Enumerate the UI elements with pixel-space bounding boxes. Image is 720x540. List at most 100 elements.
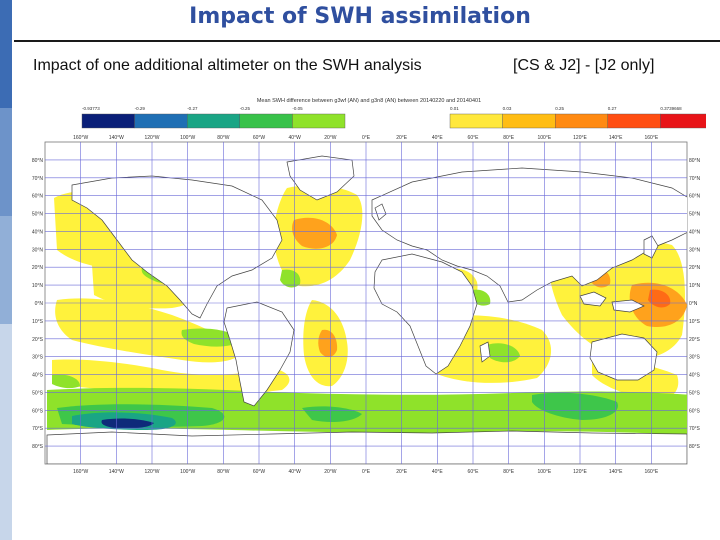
latitude-label-left: 30°S xyxy=(32,355,44,361)
colorbar xyxy=(81,113,714,129)
latitude-label-right: 40°N xyxy=(689,229,701,235)
longitude-label-bottom: 80°E xyxy=(503,469,515,475)
longitude-label-top: 100°E xyxy=(537,135,551,141)
longitude-label-top: 80°E xyxy=(503,135,515,141)
colorbar-label: -0.93773 xyxy=(82,106,100,111)
field-east-pacific-green xyxy=(52,374,80,389)
longitude-label-top: 40°W xyxy=(289,135,302,141)
field-south-atlantic-orange xyxy=(318,329,338,358)
longitude-label-top: 120°W xyxy=(144,135,159,141)
longitude-label-bottom: 100°E xyxy=(537,469,551,475)
longitude-label-top: 60°E xyxy=(468,135,480,141)
latitude-label-left: 10°S xyxy=(32,319,44,325)
latitude-labels-right: 80°N 70°N 60°N 50°N 40°N 30°N 20°N 10°N 0°N 10°S 2… xyxy=(689,158,701,450)
longitude-label-top: 140°E xyxy=(609,135,623,141)
land-uk xyxy=(374,203,387,221)
longitude-label-bottom: 100°W xyxy=(180,469,195,475)
latitude-label-right: 0°N xyxy=(689,301,698,307)
latitude-label-right: 80°S xyxy=(689,444,701,450)
colorbar-negative-swatch xyxy=(186,113,240,129)
latitude-label-left: 50°N xyxy=(32,212,43,218)
longitude-label-top: 160°W xyxy=(73,135,88,141)
longitude-label-top: 60°W xyxy=(253,135,266,141)
colorbar-positive-swatch xyxy=(660,113,714,129)
colorbar-positive-swatch xyxy=(607,113,661,129)
land-africa xyxy=(373,253,478,375)
field-indian-ocean-green xyxy=(487,343,520,363)
longitude-label-bottom: 40°E xyxy=(432,469,444,475)
field-south-pacific-yellow xyxy=(52,359,290,395)
longitude-label-bottom: 140°E xyxy=(609,469,623,475)
latitude-label-right: 70°N xyxy=(689,176,701,182)
latitude-labels-left: 80°N 70°N 60°N 50°N 40°N 30°N 20°N 10°N 0°N 10°S 2… xyxy=(32,158,44,450)
longitude-label-bottom: 20°E xyxy=(396,469,408,475)
longitude-label-bottom: 40°W xyxy=(289,469,302,475)
longitude-labels-top: 160°W 140°W 120°W 100°W 80°W 60°W 40°W 20°W 0°E 2… xyxy=(73,135,659,141)
latitude-label-left: 0°N xyxy=(35,301,44,307)
latitude-label-left: 60°N xyxy=(32,194,43,200)
land-australia xyxy=(589,333,658,381)
latitude-label-left: 80°N xyxy=(32,158,43,164)
latitude-label-right: 50°N xyxy=(689,212,701,218)
colorbar-label: 0.03 xyxy=(503,106,512,111)
latitude-label-right: 80°N xyxy=(689,158,701,164)
land-japan xyxy=(643,235,659,259)
latitude-label-left: 10°N xyxy=(32,283,43,289)
colorbar-positive-swatch xyxy=(555,113,609,129)
field-north-atlantic-orange xyxy=(292,217,337,249)
latitude-label-left: 20°S xyxy=(32,337,44,343)
side-bar-dark-segment xyxy=(0,0,12,108)
latitude-label-right: 30°N xyxy=(689,247,701,253)
longitude-labels-bottom: 160°W 140°W 120°W 100°W 80°W 60°W 40°W 20°W 0°E 2… xyxy=(73,469,659,475)
map-figure: Mean SWH difference between g3wf (AN) an… xyxy=(32,98,714,475)
field-equatorial-pacific-green xyxy=(181,328,242,347)
colorbar-negative-swatch xyxy=(134,113,188,129)
swh-difference-map: Mean SWH difference between g3wf (AN) an… xyxy=(32,90,714,480)
colorbar-label: -0.25 xyxy=(240,106,251,111)
latitude-label-left: 40°N xyxy=(32,229,43,235)
field-central-atlantic-green xyxy=(280,269,301,288)
subtitle-experiment-label: [CS & J2] - [J2 only] xyxy=(513,57,655,74)
latitude-label-left: 80°S xyxy=(32,444,44,450)
longitude-label-top: 80°W xyxy=(217,135,230,141)
colorbar-label: 0.25 xyxy=(555,106,564,111)
colorbar-negative-swatch xyxy=(292,113,346,129)
latitude-label-right: 60°N xyxy=(689,194,701,200)
longitude-label-bottom: 120°E xyxy=(573,469,587,475)
field-southern-ocean-green-east xyxy=(532,392,618,420)
longitude-label-bottom: 140°W xyxy=(109,469,124,475)
latitude-label-right: 20°S xyxy=(689,337,701,343)
longitude-label-top: 100°W xyxy=(180,135,195,141)
latitude-label-right: 20°N xyxy=(689,265,701,271)
field-ross-sea-dark-blue xyxy=(101,418,154,429)
longitude-label-top: 20°E xyxy=(396,135,408,141)
colorbar-label: 0.3739668 xyxy=(660,106,682,111)
subtitle-description: Impact of one additional altimeter on th… xyxy=(33,57,422,74)
colorbar-label: -0.29 xyxy=(135,106,146,111)
field-equatorial-pacific-yellow xyxy=(55,298,242,363)
colorbar-positive-swatch xyxy=(449,113,503,129)
side-bar-pale-segment xyxy=(0,324,12,540)
longitude-label-top: 20°W xyxy=(324,135,337,141)
latitude-label-right: 70°S xyxy=(689,426,701,432)
colorbar-label: -0.27 xyxy=(187,106,198,111)
longitude-label-bottom: 60°E xyxy=(468,469,480,475)
continent-outlines xyxy=(46,155,687,464)
colorbar-negative-swatch xyxy=(239,113,293,129)
latitude-label-right: 10°N xyxy=(689,283,701,289)
latitude-label-left: 20°N xyxy=(32,265,43,271)
longitude-label-top: 160°E xyxy=(644,135,658,141)
longitude-label-top: 120°E xyxy=(573,135,587,141)
longitude-label-bottom: 160°E xyxy=(644,469,658,475)
land-north-america xyxy=(71,175,283,319)
latitude-label-left: 70°S xyxy=(32,426,44,432)
land-antarctica xyxy=(46,430,687,464)
latitude-label-right: 10°S xyxy=(689,319,701,325)
latitude-label-left: 70°N xyxy=(32,176,43,182)
longitude-label-bottom: 20°W xyxy=(324,469,337,475)
colorbar-labels: -0.93773 -0.29 -0.27 -0.25 -0.05 0.01 0.03 0.25… xyxy=(82,106,682,111)
longitude-label-bottom: 80°W xyxy=(217,469,230,475)
latitude-label-left: 40°S xyxy=(32,373,44,379)
longitude-label-bottom: 120°W xyxy=(144,469,159,475)
land-maritime-continent xyxy=(579,291,645,313)
